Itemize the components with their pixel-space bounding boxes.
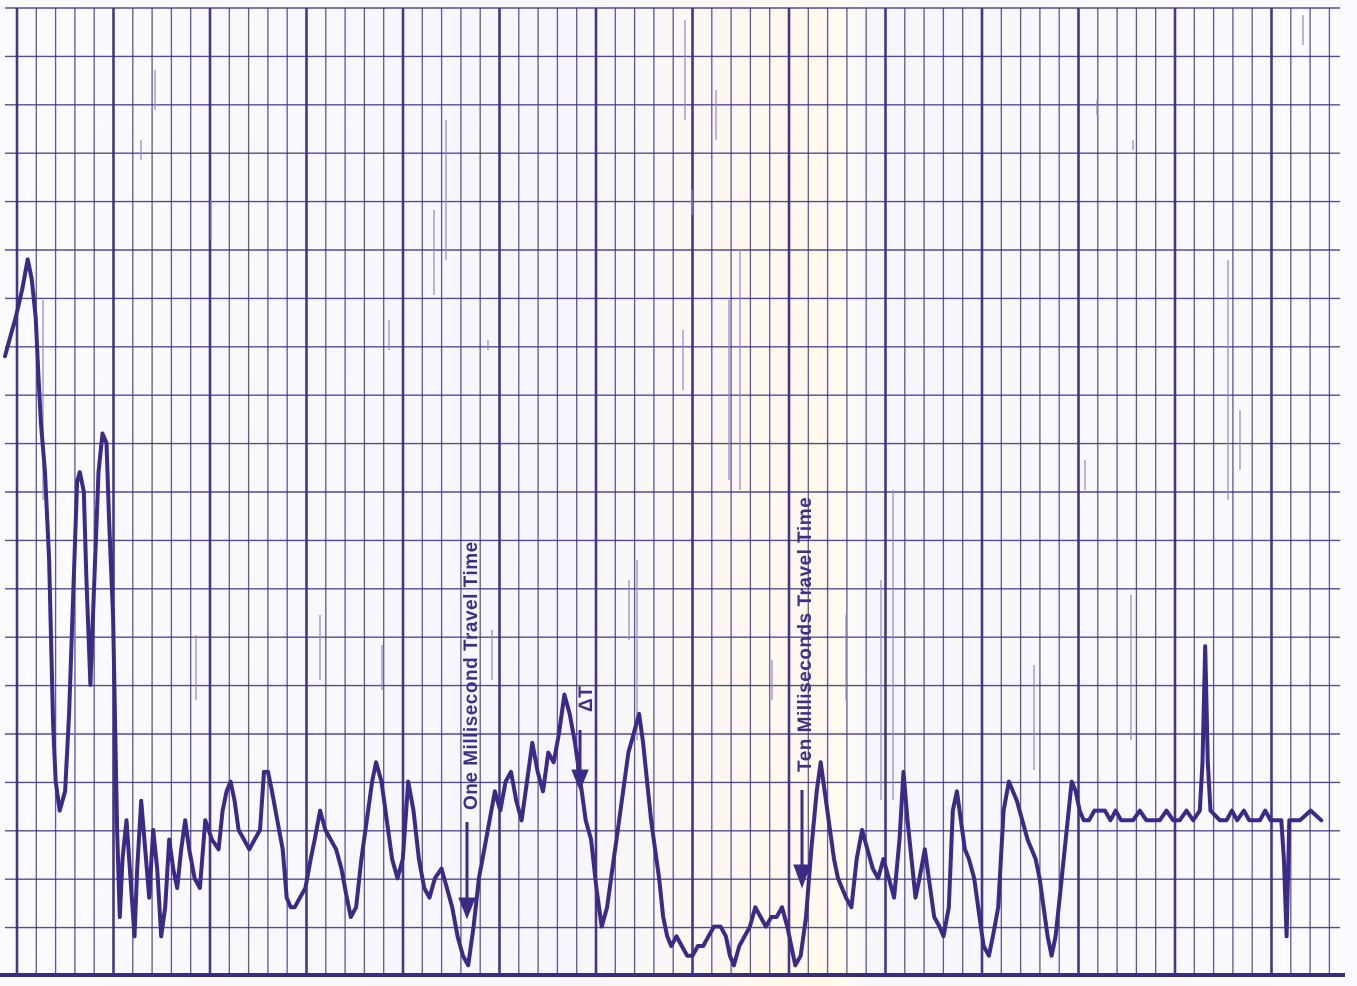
annotation-delta-t-text: ΔT [576,686,597,712]
grid-lines [0,7,1345,977]
arrow-ten-ms [793,790,811,889]
annotation-ten-ms-text: Ten Milliseconds Travel Time [795,497,816,772]
annotation-one-ms-text: One Millisecond Travel Time [461,541,482,810]
annotation-one-millisecond: One Millisecond Travel Time [461,541,482,810]
arrow-one-ms [458,822,476,920]
annotation-delta-t: ΔT [576,686,597,712]
annotation-ten-milliseconds: Ten Milliseconds Travel Time [795,497,816,772]
signal-trace [3,257,1324,968]
arrow-delta-t [571,730,589,792]
